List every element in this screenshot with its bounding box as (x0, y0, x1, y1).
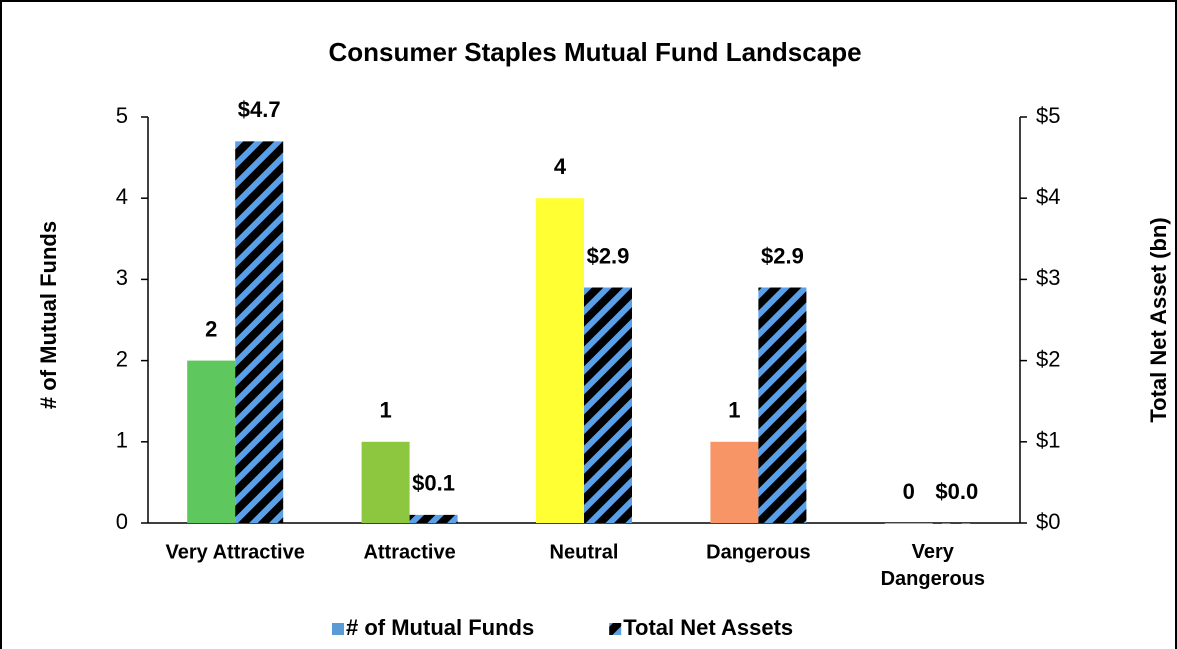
legend-swatch (332, 623, 344, 635)
x-tick-label: Neutral (550, 541, 619, 563)
y2-tick-label: $4 (1036, 184, 1060, 209)
y-tick-label: 2 (116, 346, 128, 371)
data-label: 1 (379, 398, 391, 423)
y2-tick-label: $3 (1036, 265, 1060, 290)
data-label: $0.0 (935, 479, 978, 504)
y-tick-label: 0 (116, 509, 128, 534)
bar (932, 523, 981, 524)
data-label: 1 (728, 398, 740, 423)
bar (710, 441, 759, 523)
bar (584, 287, 632, 523)
bar (409, 514, 458, 523)
y2-tick-label: $1 (1036, 428, 1060, 453)
y-axis-title: # of Mutual Funds (36, 221, 61, 409)
bar (758, 287, 807, 523)
y-tick-label: 3 (116, 265, 128, 290)
data-label: 0 (903, 479, 915, 504)
chart-title: Consumer Staples Mutual Fund Landscape (328, 37, 861, 67)
data-label: $2.9 (761, 243, 804, 268)
y2-axis-title: Total Net Asset (bn) (1146, 217, 1171, 422)
y-tick-label: 4 (116, 184, 128, 209)
data-label: $2.9 (587, 243, 630, 268)
x-tick-label: Dangerous (706, 541, 810, 563)
x-tick-label: Very Dangerous (881, 541, 985, 590)
y2-tick-label: $5 (1036, 103, 1060, 128)
bar (187, 360, 236, 523)
x-tick-label: Attractive (363, 541, 455, 563)
bar (235, 141, 284, 524)
y-tick-label: 1 (116, 428, 128, 453)
bar (884, 523, 933, 524)
y2-tick-label: $2 (1036, 346, 1060, 371)
bar (536, 198, 584, 523)
x-tick-label: Very Attractive (166, 541, 305, 563)
legend-label: # of Mutual Funds (346, 615, 534, 640)
data-label: $4.7 (238, 97, 281, 122)
legend-swatch (609, 623, 622, 635)
data-label: 2 (205, 316, 217, 341)
data-label: $0.1 (412, 471, 455, 496)
y-tick-label: 5 (116, 103, 128, 128)
y2-tick-label: $0 (1036, 509, 1060, 534)
data-label: 4 (554, 154, 567, 179)
bar (361, 441, 410, 523)
legend-label: Total Net Assets (623, 615, 793, 640)
